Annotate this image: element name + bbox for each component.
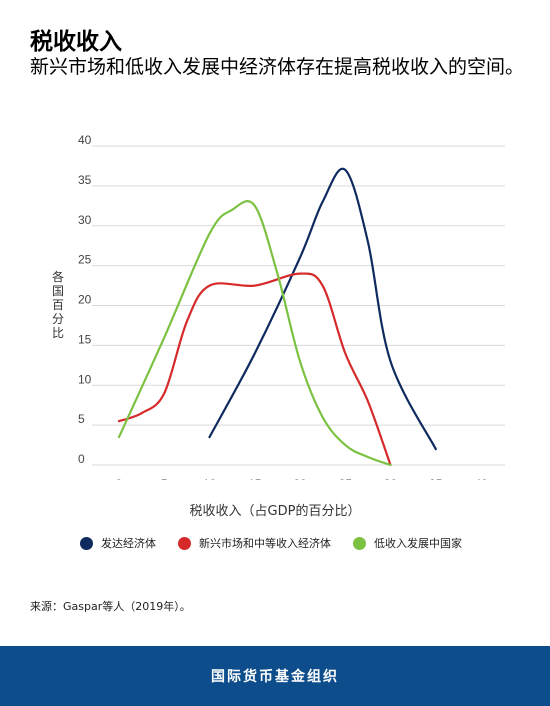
y-tick-label-20: 20 — [78, 293, 92, 307]
x-tick-label-35: 35 — [429, 477, 443, 480]
y-tick-label-25: 25 — [78, 253, 92, 267]
chart-subtitle: 新兴市场和低收入发展中经济体存在提高税收收入的空间。 — [30, 56, 525, 78]
y-tick-label-30: 30 — [78, 213, 92, 227]
legend: 发达经济体 新兴市场和中等收入经济体 低收入发展中国家 — [80, 535, 484, 551]
legend-item-advanced: 发达经济体 — [80, 535, 156, 551]
series-line-advanced — [208, 167, 437, 451]
x-axis-ticks: 0 5 10 15 20 25 30 35 40 — [116, 477, 488, 480]
legend-label-emerging: 新兴市场和中等收入经济体 — [199, 537, 331, 550]
legend-item-low-income: 低收入发展中国家 — [353, 535, 462, 551]
series-line-emerging — [117, 272, 392, 467]
y-tick-label-40: 40 — [78, 133, 92, 147]
y-tick-label-5: 5 — [78, 412, 85, 426]
line-chart: 0 5 10 15 20 25 30 35 40 0 5 10 15 20 25 30 35 40 — [78, 133, 505, 480]
y-tick-label-10: 10 — [78, 372, 92, 386]
y-tick-label-15: 15 — [78, 332, 92, 346]
legend-marker-emerging — [178, 536, 191, 550]
y-tick-label-0: 0 — [78, 452, 85, 466]
x-axis-label: 税收收入（占GDP的百分比） — [189, 504, 361, 519]
footer-org-name: 国际货币基金组织 — [211, 669, 339, 685]
chart-series — [117, 167, 437, 467]
x-tick-label-0: 0 — [116, 477, 123, 480]
series-line-low-income — [117, 200, 392, 467]
legend-label-low-income: 低收入发展中国家 — [374, 537, 462, 550]
chart-grid — [92, 145, 505, 466]
legend-marker-advanced — [80, 536, 93, 550]
source-note: 来源：Gaspar等人（2019年）。 — [30, 600, 191, 613]
y-tick-label-35: 35 — [78, 173, 92, 187]
x-tick-label-15: 15 — [248, 477, 262, 480]
legend-label-advanced: 发达经济体 — [101, 537, 156, 550]
legend-item-emerging: 新兴市场和中等收入经济体 — [178, 535, 331, 551]
x-tick-label-5: 5 — [161, 477, 168, 480]
x-tick-label-10: 10 — [203, 477, 217, 480]
y-axis-label: 各国百分比 — [52, 270, 65, 340]
footer-bar: 国际货币基金组织 — [0, 646, 550, 706]
chart-title: 税收收入 — [30, 29, 122, 55]
x-tick-label-25: 25 — [339, 477, 353, 480]
y-axis-ticks: 0 5 10 15 20 25 30 35 40 — [78, 133, 92, 466]
legend-marker-low-income — [353, 536, 366, 550]
x-tick-label-20: 20 — [293, 477, 307, 480]
x-tick-label-40: 40 — [474, 477, 488, 480]
x-tick-label-30: 30 — [384, 477, 398, 480]
